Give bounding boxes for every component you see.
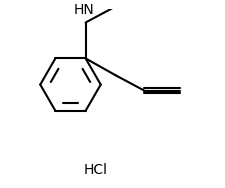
Text: HN: HN: [73, 3, 94, 17]
Text: HCl: HCl: [84, 163, 108, 177]
